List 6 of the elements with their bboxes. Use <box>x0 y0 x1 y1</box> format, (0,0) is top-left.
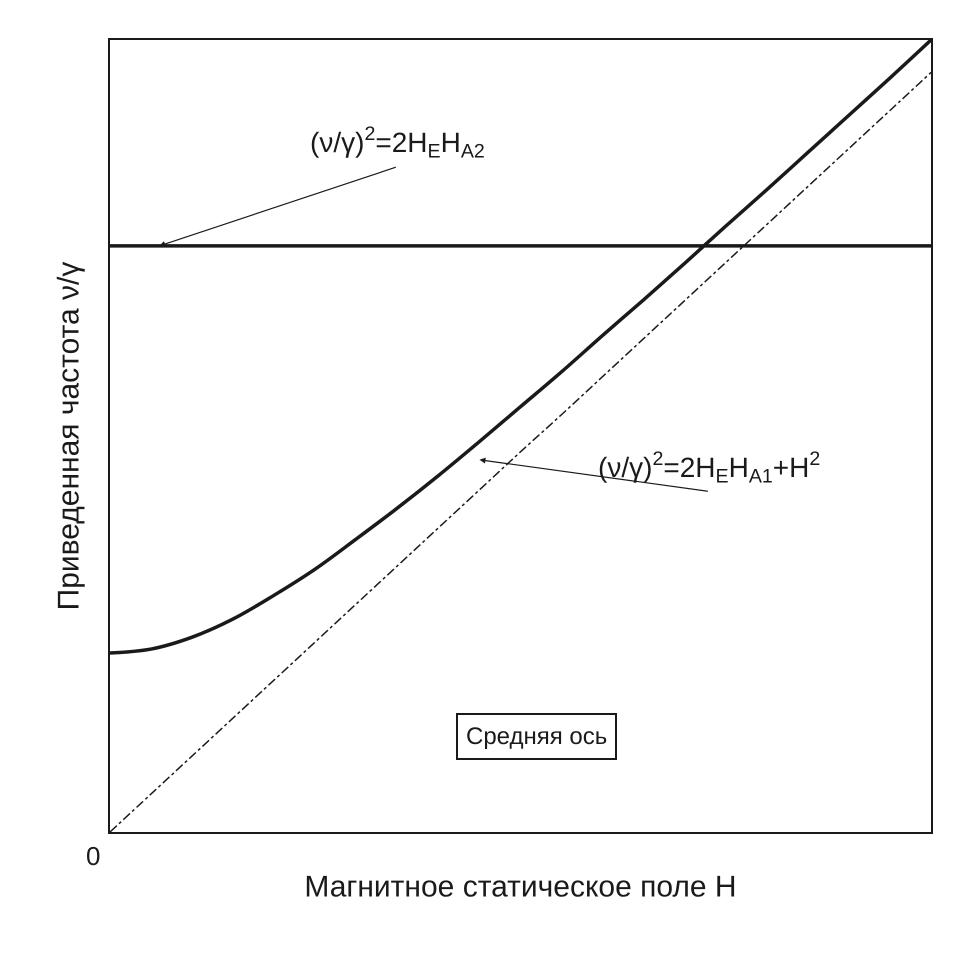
y-axis-title: Приведенная частота ν/γ <box>52 262 86 610</box>
x-axis-title: Магнитное статическое поле H <box>304 870 737 904</box>
annotation: (ν/γ)$^{2}$=2H$_{E}$H$_{A1}$+H$^{2}$ <box>598 448 820 488</box>
annotation: (ν/γ)$^{2}$=2H$_{E}$H$_{A2}$ <box>310 123 485 163</box>
text: 0 <box>86 841 100 871</box>
annotation: Средняя ось <box>466 723 608 750</box>
